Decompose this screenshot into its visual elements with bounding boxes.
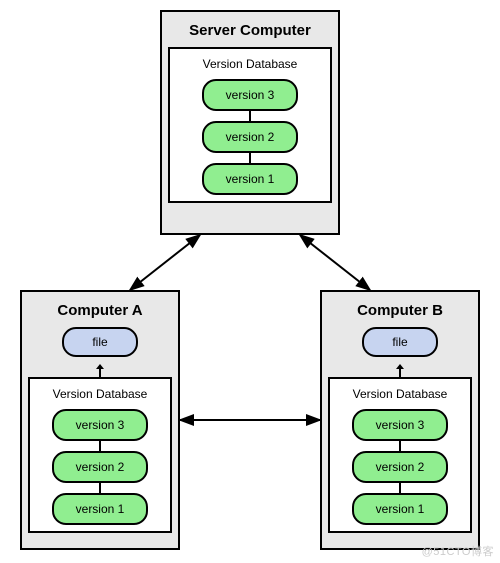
version-database: Version Databaseversion 3version 2versio… bbox=[168, 47, 332, 203]
computer-title: Server Computer bbox=[168, 22, 332, 39]
version-stack: version 3 version 2 version 1 bbox=[176, 79, 324, 195]
file-node: file bbox=[362, 327, 437, 357]
version-stack: version 3 version 2 version 1 bbox=[36, 409, 164, 525]
version-node: version 3 bbox=[52, 409, 148, 441]
computer-box-compA: Computer AfileVersion Databaseversion 3v… bbox=[20, 290, 180, 550]
connector bbox=[399, 483, 401, 493]
computer-box-server: Server Computer Version Database version 3… bbox=[160, 10, 340, 235]
connector bbox=[99, 441, 101, 451]
version-database: Version Databaseversion 3version 2versio… bbox=[328, 377, 472, 533]
version-node: version 2 bbox=[202, 121, 298, 153]
version-node: version 1 bbox=[202, 163, 298, 195]
version-node: version 3 bbox=[202, 79, 298, 111]
edge-arrow bbox=[300, 235, 370, 290]
computer-box-compB: Computer BfileVersion Databaseversion 3v… bbox=[320, 290, 480, 550]
version-stack: version 3 version 2 version 1 bbox=[336, 409, 464, 525]
edge-arrow bbox=[130, 235, 200, 290]
version-node: version 1 bbox=[352, 493, 448, 525]
connector bbox=[99, 483, 101, 493]
version-node: version 2 bbox=[52, 451, 148, 483]
connector bbox=[249, 153, 251, 163]
internal-arrow-icon bbox=[393, 363, 407, 377]
connector bbox=[399, 441, 401, 451]
version-node: version 1 bbox=[52, 493, 148, 525]
connector bbox=[249, 111, 251, 121]
version-node: version 3 bbox=[352, 409, 448, 441]
internal-arrow-icon bbox=[93, 363, 107, 377]
version-node: version 2 bbox=[352, 451, 448, 483]
version-database: Version Databaseversion 3version 2versio… bbox=[28, 377, 172, 533]
file-node: file bbox=[62, 327, 137, 357]
computer-title: Computer B bbox=[328, 302, 472, 319]
watermark: @51CTO博客 bbox=[422, 543, 494, 559]
db-title: Version Database bbox=[176, 57, 324, 71]
db-title: Version Database bbox=[336, 387, 464, 401]
computer-title: Computer A bbox=[28, 302, 172, 319]
db-title: Version Database bbox=[36, 387, 164, 401]
